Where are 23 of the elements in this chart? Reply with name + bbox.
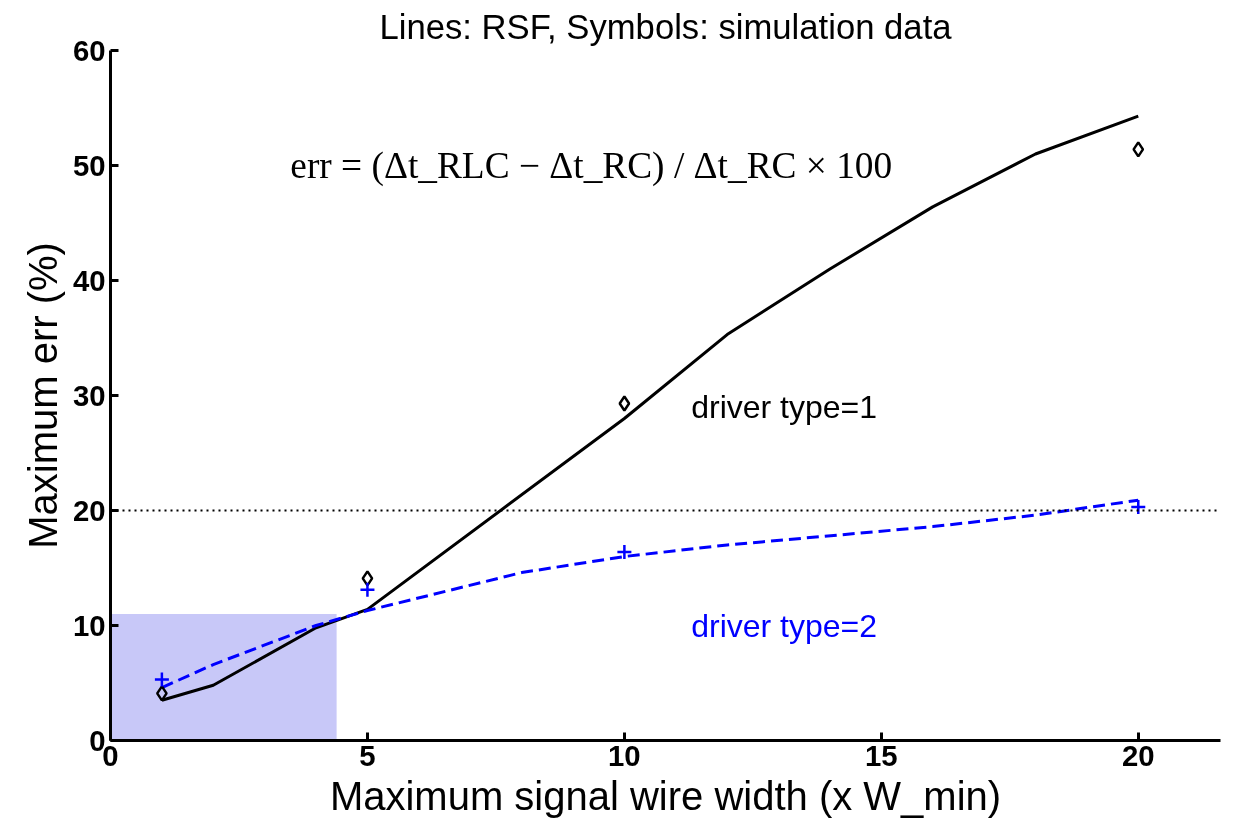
y-tick-label: 50 [72,148,106,182]
y-tick-label: 20 [72,493,106,527]
point [616,543,633,561]
x-tick-label: 20 [1121,738,1155,772]
chart-title: Lines: RSF, Symbols: simulation data [379,7,953,46]
annotation: driver type=1 [691,389,878,425]
annotation: driver type=2 [691,607,878,644]
point [359,581,376,599]
x-tick-label: 5 [359,738,376,772]
point [155,685,168,702]
point [1130,498,1147,516]
x-axis-title: Maximum signal wire width (x W_min) [329,773,1002,818]
point [153,671,171,688]
point [1132,141,1145,158]
y-tick-label: 30 [72,378,106,412]
annotation: err = (Δt_RLC − Δt_RC) / Δt_RC × 100 [290,145,893,187]
x-tick-label: 15 [865,738,898,772]
y-tick-label: 10 [72,608,106,642]
y-tick-label: 60 [72,33,106,67]
y-axis-title: Maximum err (%) [20,242,65,549]
x-tick-label: 10 [608,738,641,772]
point [618,395,631,412]
y-tick-label: 40 [72,263,106,297]
